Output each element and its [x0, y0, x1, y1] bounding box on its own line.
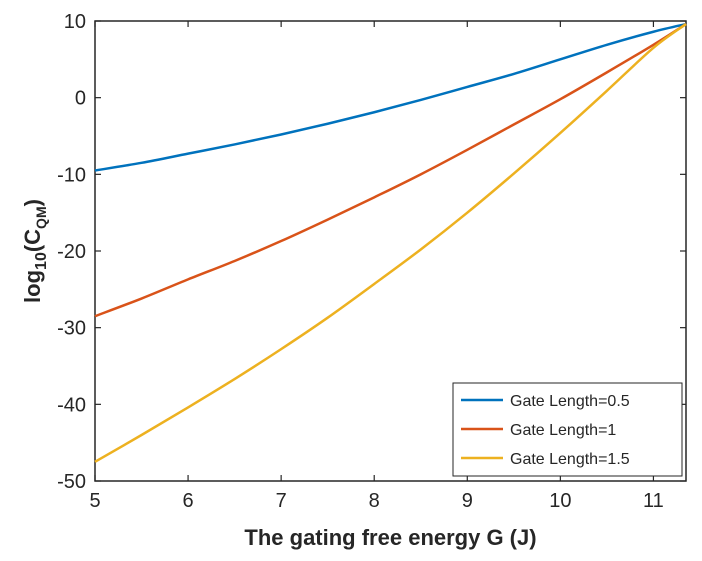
y-axis-title-qm-subscript: QM	[33, 206, 49, 229]
y-tick-label: -50	[57, 471, 86, 493]
y-axis-ticks: 10 0 -10 -20 -30 -40 -50	[57, 11, 686, 493]
x-tick-label: 7	[276, 490, 287, 512]
x-tick-label: 6	[183, 490, 194, 512]
x-tick-label: 10	[549, 490, 571, 512]
y-tick-label: -10	[57, 164, 86, 186]
y-tick-label: -20	[57, 241, 86, 263]
x-tick-label: 5	[89, 490, 100, 512]
y-axis-title-open: (C	[20, 229, 45, 252]
y-axis-title-close: )	[20, 199, 45, 206]
x-tick-label: 8	[369, 490, 380, 512]
y-tick-label: -40	[57, 394, 86, 416]
y-axis-title-log: log	[20, 270, 45, 303]
legend-label-3: Gate Length=1.5	[510, 451, 630, 468]
series-line-1	[94, 22, 687, 172]
x-axis-ticks: 5 6 7 8 9 10 11	[89, 21, 664, 512]
x-axis-title: The gating free energy G (J)	[244, 525, 536, 550]
x-tick-label: 9	[462, 490, 473, 512]
legend-label-1: Gate Length=0.5	[510, 393, 630, 410]
y-axis-title: log10(CQM)	[20, 199, 50, 303]
legend-label-2: Gate Length=1	[510, 422, 616, 439]
x-tick-label: 11	[643, 490, 664, 512]
series-line-3	[94, 23, 687, 463]
series-line-2	[94, 23, 687, 318]
y-tick-label: 10	[64, 11, 86, 33]
y-tick-label: -30	[57, 318, 86, 340]
y-axis-title-base-subscript: 10	[33, 252, 50, 270]
y-tick-label: 0	[75, 88, 86, 110]
legend: Gate Length=0.5 Gate Length=1 Gate Length=…	[452, 382, 683, 477]
series-layer	[94, 22, 687, 463]
